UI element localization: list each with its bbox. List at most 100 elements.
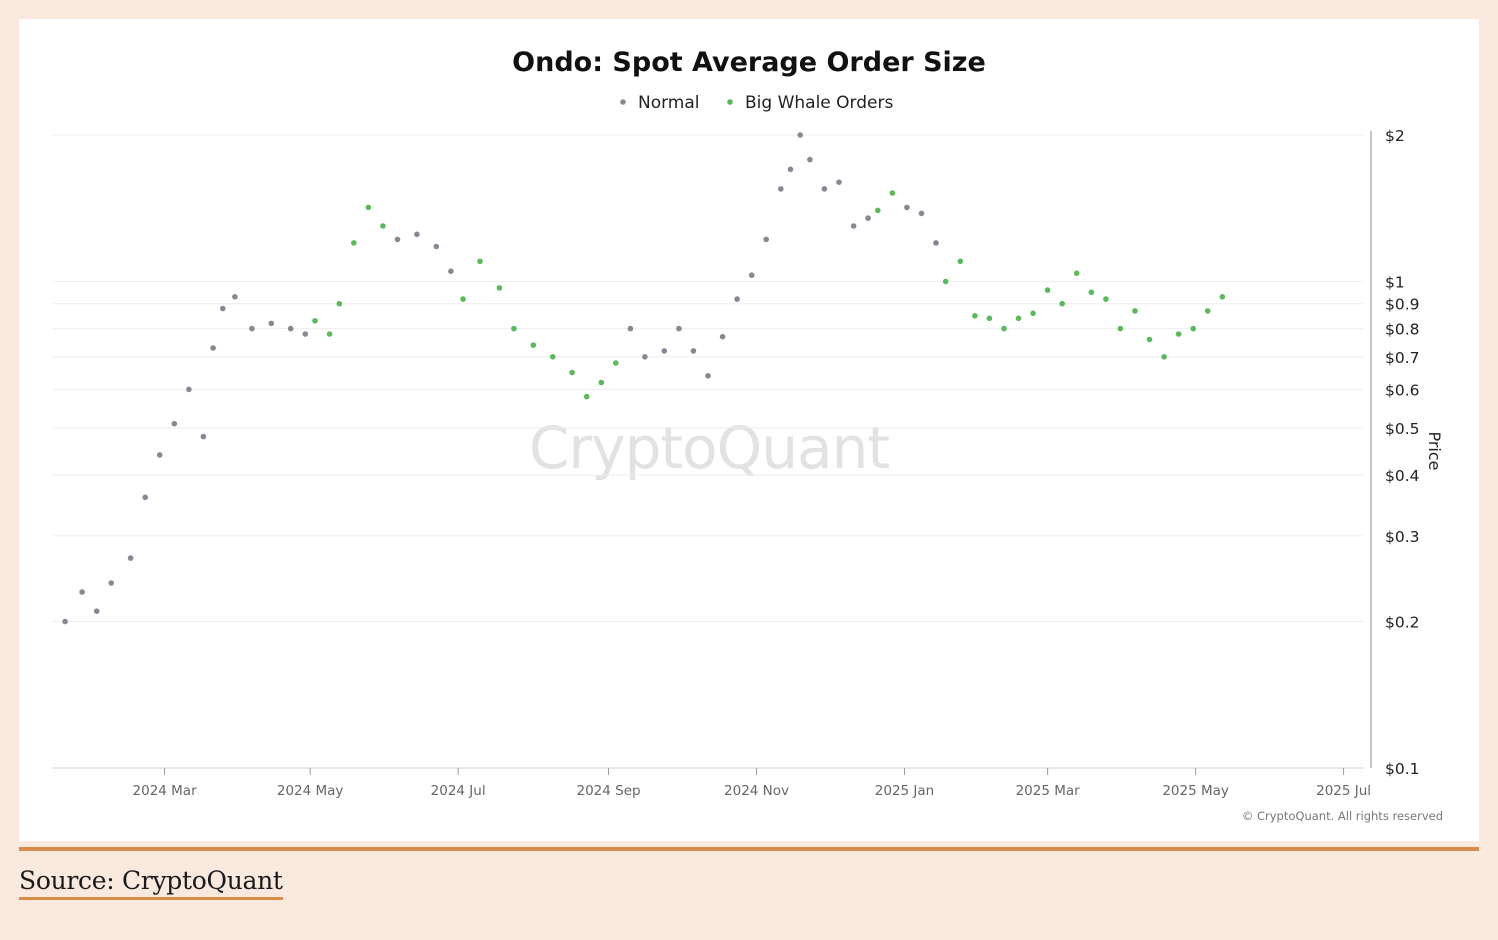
data-point-normal[interactable] <box>302 331 309 337</box>
data-point-whale[interactable] <box>380 223 386 229</box>
y-tick-label: $0.2 <box>1385 614 1420 632</box>
data-point-normal[interactable] <box>414 231 420 238</box>
y-tick-label: $0.7 <box>1385 349 1420 367</box>
legend-marker-whale <box>727 99 733 105</box>
data-point-whale[interactable] <box>583 393 590 400</box>
data-point-normal[interactable] <box>778 186 784 192</box>
data-point-whale[interactable] <box>1132 308 1138 314</box>
data-point-normal[interactable] <box>787 166 794 173</box>
data-point-whale[interactable] <box>1044 287 1051 293</box>
data-point-normal[interactable] <box>127 555 134 561</box>
data-point-normal[interactable] <box>918 210 925 217</box>
data-point-whale[interactable] <box>1146 336 1153 343</box>
data-point-normal[interactable] <box>93 608 100 614</box>
data-point-whale[interactable] <box>326 331 333 337</box>
data-point-whale[interactable] <box>1204 308 1211 314</box>
data-point-whale[interactable] <box>511 325 517 332</box>
data-point-normal[interactable] <box>249 325 255 332</box>
data-point-whale[interactable] <box>1015 315 1022 322</box>
data-points <box>62 132 1226 625</box>
data-point-normal[interactable] <box>200 433 207 440</box>
data-point-normal[interactable] <box>171 420 178 427</box>
data-point-whale[interactable] <box>460 296 466 302</box>
data-point-whale[interactable] <box>613 360 619 366</box>
data-point-whale[interactable] <box>477 258 483 265</box>
data-point-whale[interactable] <box>336 300 343 307</box>
y-tick-label: $0.4 <box>1385 467 1420 485</box>
data-point-normal[interactable] <box>448 268 454 274</box>
data-point-normal[interactable] <box>719 333 726 340</box>
data-point-whale[interactable] <box>1117 325 1124 332</box>
data-point-whale[interactable] <box>889 190 896 196</box>
data-point-normal[interactable] <box>821 186 828 192</box>
data-point-whale[interactable] <box>972 313 978 319</box>
divider-rule <box>19 847 1479 851</box>
legend-item-whale[interactable]: Big Whale Orders <box>727 93 893 113</box>
data-point-normal[interactable] <box>79 589 85 595</box>
data-point-whale[interactable] <box>875 207 881 214</box>
x-tick-label: 2024 Mar <box>133 783 198 799</box>
data-point-normal[interactable] <box>904 204 910 211</box>
data-point-normal[interactable] <box>186 386 192 393</box>
data-point-normal[interactable] <box>836 179 842 185</box>
x-tick-label: 2024 May <box>277 783 344 799</box>
data-point-whale[interactable] <box>530 342 537 348</box>
data-point-normal[interactable] <box>797 132 803 138</box>
data-point-normal[interactable] <box>220 305 226 312</box>
data-point-normal[interactable] <box>850 223 857 229</box>
data-point-whale[interactable] <box>496 285 503 291</box>
y-tick-label: $1 <box>1385 273 1405 291</box>
data-point-normal[interactable] <box>734 296 740 302</box>
data-point-normal[interactable] <box>690 348 697 354</box>
data-point-normal[interactable] <box>210 345 216 351</box>
data-point-whale[interactable] <box>1030 310 1036 317</box>
data-point-whale[interactable] <box>957 258 964 265</box>
data-point-normal[interactable] <box>287 325 294 332</box>
data-point-normal[interactable] <box>62 618 68 625</box>
data-point-normal[interactable] <box>865 215 871 221</box>
data-point-normal[interactable] <box>627 325 634 332</box>
data-point-normal[interactable] <box>661 348 668 354</box>
data-point-whale[interactable] <box>598 379 605 386</box>
data-point-whale[interactable] <box>942 278 949 285</box>
data-point-whale[interactable] <box>1175 331 1182 337</box>
data-point-whale[interactable] <box>365 204 372 211</box>
data-point-whale[interactable] <box>1219 294 1226 300</box>
data-point-whale[interactable] <box>1190 325 1196 332</box>
data-point-normal[interactable] <box>705 373 711 379</box>
data-point-normal[interactable] <box>268 320 275 327</box>
y-ticks: $2 $1 $0.9 $0.8 $0.7 $0.6 $0.5 $0.4 $0.3 $0.2 $0.1 <box>1385 127 1420 778</box>
data-point-normal[interactable] <box>108 580 114 586</box>
data-point-whale[interactable] <box>569 369 575 376</box>
y-tick-label: $0.9 <box>1385 296 1420 314</box>
data-point-whale[interactable] <box>1059 300 1065 307</box>
data-point-normal[interactable] <box>156 452 163 458</box>
data-point-normal[interactable] <box>642 354 648 360</box>
data-point-whale[interactable] <box>351 240 357 246</box>
data-point-normal[interactable] <box>394 236 401 243</box>
data-point-whale[interactable] <box>549 354 556 360</box>
legend-item-normal[interactable]: Normal <box>620 93 700 113</box>
data-point-normal[interactable] <box>807 156 813 163</box>
data-point-whale[interactable] <box>1103 296 1109 302</box>
data-point-whale[interactable] <box>1088 289 1095 296</box>
x-tick-label: 2025 Jan <box>875 783 934 799</box>
chart-card: Ondo: Spot Average Order Size Normal Big… <box>19 19 1479 841</box>
data-point-normal[interactable] <box>933 240 939 246</box>
data-point-normal[interactable] <box>232 294 238 300</box>
data-point-normal[interactable] <box>763 236 769 243</box>
data-point-normal[interactable] <box>676 325 682 332</box>
data-point-whale[interactable] <box>1161 354 1167 360</box>
data-point-normal[interactable] <box>142 494 148 501</box>
data-point-whale[interactable] <box>1001 325 1007 332</box>
y-tick-label: $2 <box>1385 127 1405 145</box>
watermark: CryptoQuant <box>529 414 889 482</box>
data-point-whale[interactable] <box>312 318 318 324</box>
x-tick-label: 2024 Nov <box>724 783 789 799</box>
data-point-normal[interactable] <box>748 272 755 278</box>
data-point-normal[interactable] <box>433 243 440 250</box>
y-tick-label: $0.6 <box>1385 381 1420 399</box>
data-point-whale[interactable] <box>986 315 993 322</box>
data-point-whale[interactable] <box>1073 270 1080 276</box>
source-caption[interactable]: Source: CryptoQuant <box>19 866 283 900</box>
